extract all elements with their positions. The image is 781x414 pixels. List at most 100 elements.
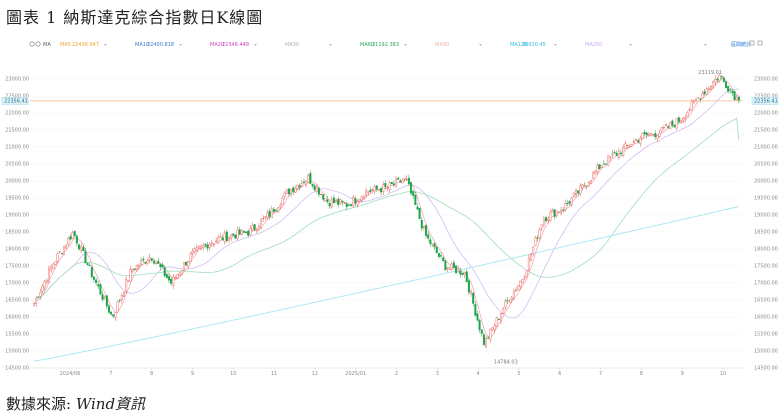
candle [212, 243, 215, 248]
candle [137, 263, 140, 270]
y-tick-label-right: 15500.00 [754, 332, 778, 338]
candle [472, 291, 475, 307]
candle [425, 224, 428, 239]
legend-dropdown-icon[interactable] [404, 44, 407, 46]
candle [720, 75, 723, 80]
legend-value: 22436.047 [72, 42, 99, 48]
legend-dropdown-icon[interactable] [254, 44, 257, 46]
candle [80, 243, 83, 253]
candle [669, 121, 672, 130]
eye-icon[interactable] [35, 41, 41, 47]
candle [656, 135, 659, 143]
candle [654, 130, 657, 140]
ma250-line [33, 206, 739, 362]
candle-body [412, 191, 415, 196]
candle-body [170, 278, 173, 284]
candle [521, 278, 524, 284]
candle-body [206, 244, 209, 249]
legend-dropdown-icon[interactable] [554, 44, 557, 46]
candle-body [178, 272, 181, 276]
x-tick-label: 9 [191, 371, 194, 377]
y-tick-label-left: 20500.00 [5, 162, 29, 168]
candle [219, 233, 222, 238]
y-tick-label-left: 21000.00 [5, 145, 29, 151]
candle-body [290, 189, 293, 195]
candle [257, 223, 260, 231]
candle [688, 107, 691, 112]
candle [650, 132, 653, 137]
candle-body [240, 229, 243, 236]
candle-body [255, 229, 258, 232]
candle [163, 265, 166, 278]
settings-icon[interactable] [29, 41, 35, 47]
candle [401, 178, 404, 184]
candle [581, 183, 584, 190]
candle [95, 277, 98, 286]
legend-item-5[interactable]: MA90 [435, 42, 482, 48]
candle-body [551, 210, 554, 213]
candle [367, 191, 370, 197]
candle [178, 272, 181, 277]
legend-item-3[interactable]: MA30 [285, 42, 332, 48]
legend-dropdown-icon[interactable] [479, 44, 482, 46]
ma-label[interactable]: MA [43, 42, 51, 48]
candle-body [684, 117, 687, 119]
candle-body [221, 237, 224, 241]
candle-body [658, 132, 661, 137]
candle-body [568, 201, 571, 204]
candle-body [182, 262, 185, 271]
candle [705, 87, 708, 95]
candle-body [564, 203, 567, 210]
candle-body [365, 190, 368, 196]
candle [489, 328, 492, 343]
candle [377, 189, 380, 191]
legend-dropdown-icon[interactable] [329, 44, 332, 46]
legend-item-0[interactable]: MA5 22436.047 [60, 42, 107, 48]
legend-dropdown-icon[interactable] [104, 44, 107, 46]
y-tick-label-left: 21500.00 [5, 128, 29, 134]
candle-body [647, 134, 650, 136]
legend-dropdown-icon[interactable] [179, 44, 182, 46]
legend-item-7[interactable]: MA250 [585, 42, 632, 48]
candle [523, 274, 526, 281]
candle-body [622, 147, 625, 157]
candle [455, 265, 458, 275]
candle [517, 285, 520, 291]
candle-body [315, 186, 318, 193]
candle [272, 207, 275, 214]
candle-body [392, 183, 395, 186]
candle-body [500, 313, 503, 322]
candle [307, 173, 310, 184]
candle-body [337, 198, 340, 205]
candle-body [701, 93, 704, 99]
y-tick-label-right: 20500.00 [754, 162, 778, 168]
candle [285, 188, 288, 194]
candle-body [247, 230, 250, 236]
candle-body [377, 189, 380, 191]
candle [335, 198, 338, 203]
range-stats-button[interactable]: 區間統計 [731, 41, 751, 48]
fullscreen-icon[interactable] [749, 40, 755, 46]
candle-body [512, 291, 515, 299]
candle [268, 208, 271, 220]
candle [735, 94, 738, 101]
candle [542, 215, 545, 228]
candle [103, 295, 106, 300]
legend-item-8[interactable] [704, 44, 707, 46]
candle-body [187, 260, 190, 267]
candle-body [140, 260, 143, 265]
candle-body [680, 120, 683, 124]
candle-body [54, 261, 57, 265]
expand-icon[interactable] [757, 40, 763, 46]
legend-dropdown-icon[interactable] [629, 44, 632, 46]
y-tick-label-left: 22500.00 [5, 94, 29, 100]
legend-dropdown-icon[interactable] [704, 44, 707, 46]
candle [350, 203, 353, 207]
candle [587, 180, 590, 187]
candle [440, 252, 443, 260]
